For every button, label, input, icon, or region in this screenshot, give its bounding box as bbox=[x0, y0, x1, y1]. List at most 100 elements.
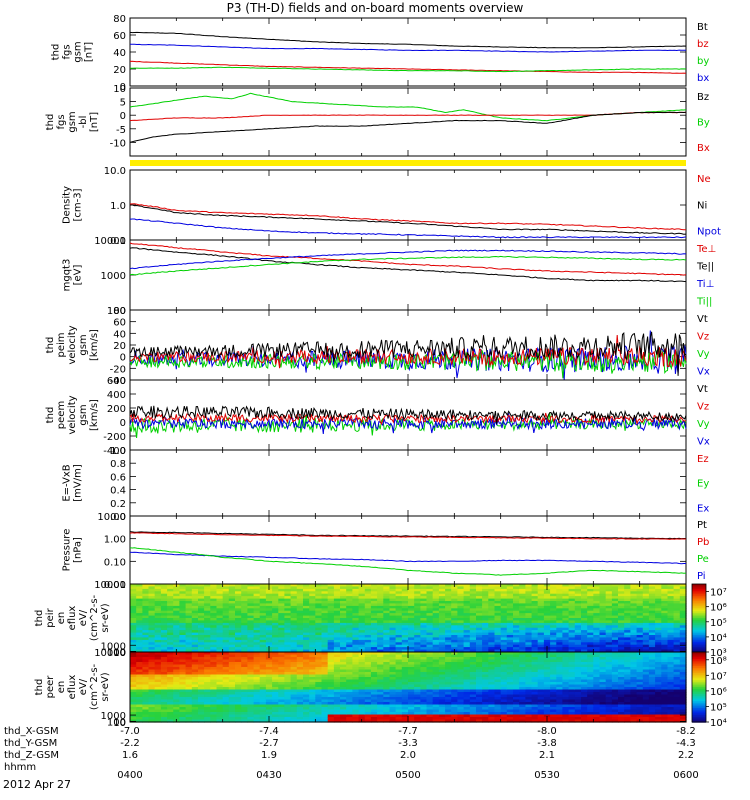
spectrogram-cell bbox=[333, 654, 341, 658]
spectrogram-cell bbox=[222, 591, 230, 595]
spectrogram-cell bbox=[148, 702, 156, 706]
spectrogram-cell bbox=[568, 613, 576, 617]
spectrogram-cell bbox=[265, 662, 273, 666]
spectrogram-cell bbox=[624, 622, 631, 626]
spectrogram-cell bbox=[148, 632, 156, 636]
spectrogram-cell bbox=[358, 664, 366, 668]
spectrogram-cell bbox=[346, 620, 353, 624]
series-line-black bbox=[129, 405, 687, 425]
spectrogram-cell bbox=[315, 603, 323, 607]
spectrogram-cell bbox=[265, 601, 273, 604]
spectrogram-cell bbox=[370, 709, 378, 713]
colorbar-label: 10⁶ bbox=[710, 603, 727, 614]
spectrogram-cell bbox=[395, 608, 403, 612]
spectrogram-cell bbox=[185, 714, 193, 718]
spectrogram-cell bbox=[494, 610, 502, 614]
spectrogram-cell bbox=[179, 649, 187, 653]
spectrogram-cell bbox=[463, 717, 471, 721]
spectrogram-cell bbox=[463, 630, 471, 634]
spectrogram-cell bbox=[531, 652, 539, 656]
spectrogram-cell bbox=[636, 601, 644, 604]
spectrogram-cell bbox=[167, 630, 174, 634]
spectrogram-cell bbox=[525, 618, 533, 621]
spectrogram-cell bbox=[222, 697, 230, 701]
spectrogram-cell bbox=[414, 682, 421, 686]
spectrogram-cell bbox=[204, 672, 211, 676]
series-line-blue bbox=[129, 249, 687, 270]
spectrogram-cell bbox=[346, 605, 353, 609]
spectrogram-cell bbox=[222, 596, 230, 600]
spectrogram-cell bbox=[364, 652, 372, 656]
spectrogram-cell bbox=[204, 669, 211, 673]
spectrogram-cell bbox=[321, 635, 329, 638]
spectrogram-cell bbox=[377, 608, 384, 612]
spectrogram-cell bbox=[216, 647, 224, 651]
spectrogram-cell bbox=[154, 588, 162, 592]
spectrogram-cell bbox=[389, 654, 397, 658]
spectrogram-cell bbox=[581, 642, 588, 646]
spectrogram-cell bbox=[408, 677, 415, 681]
spectrogram-cell bbox=[364, 630, 372, 634]
spectrogram-cell bbox=[408, 598, 415, 602]
spectrogram-cell bbox=[525, 642, 533, 646]
spectrogram-cell bbox=[408, 659, 415, 663]
y-axis-label: Density bbox=[62, 186, 73, 224]
spectrogram-cell bbox=[284, 704, 292, 708]
y-axis-label: [eV] bbox=[73, 265, 84, 286]
spectrogram-cell bbox=[198, 689, 205, 693]
spectrogram-cell bbox=[346, 588, 353, 592]
spectrogram-cell bbox=[167, 709, 174, 713]
spectrogram-cell bbox=[624, 639, 631, 643]
spectrogram-cell bbox=[358, 707, 366, 711]
spectrogram-cell bbox=[568, 625, 576, 629]
spectrogram-cell bbox=[290, 598, 298, 602]
spectrogram-cell bbox=[303, 719, 310, 723]
spectrogram-cell bbox=[556, 679, 564, 683]
spectrogram-cell bbox=[216, 654, 224, 658]
spectrogram-cell bbox=[167, 719, 174, 723]
spectrogram-cell bbox=[457, 642, 465, 646]
spectrogram-cell bbox=[432, 644, 440, 648]
spectrogram-cell bbox=[333, 588, 341, 592]
spectrogram-cell bbox=[160, 714, 168, 718]
spectrogram-cell bbox=[624, 647, 631, 651]
spectrogram-cell bbox=[568, 610, 576, 614]
spectrogram-cell bbox=[506, 632, 514, 636]
spectrogram-cell bbox=[426, 632, 434, 636]
spectrogram-cell bbox=[525, 712, 533, 716]
spectrogram-cell bbox=[488, 699, 496, 703]
spectrogram-cell bbox=[519, 639, 526, 643]
spectrogram-cell bbox=[259, 620, 267, 624]
spectrogram-cell bbox=[482, 586, 489, 590]
spectrogram-cell bbox=[309, 596, 316, 600]
spectrogram-cell bbox=[445, 632, 452, 636]
spectrogram-cell bbox=[655, 630, 662, 634]
spectrogram-cell bbox=[562, 642, 570, 646]
spectrogram-cell bbox=[259, 635, 267, 638]
spectrogram-cell bbox=[432, 717, 440, 721]
spectrogram-cell bbox=[506, 615, 514, 619]
spectrogram-cell bbox=[537, 694, 545, 698]
spectrogram-cell bbox=[494, 598, 502, 602]
spectrogram-cell bbox=[414, 707, 421, 711]
series-line-black bbox=[129, 531, 686, 540]
spectrogram-cell bbox=[173, 679, 180, 683]
spectrogram-cell bbox=[309, 644, 316, 648]
spectrogram-cell bbox=[426, 608, 434, 612]
spectrogram-cell bbox=[154, 608, 162, 612]
spectrogram-cell bbox=[445, 625, 452, 629]
spectrogram-cell bbox=[445, 689, 452, 693]
spectrogram-cell bbox=[179, 707, 187, 711]
spectrogram-cell bbox=[173, 620, 180, 624]
spectrogram-cell bbox=[210, 593, 218, 597]
spectrogram-cell bbox=[395, 712, 403, 716]
spectrogram-cell bbox=[247, 618, 255, 621]
y-axis-label: peir bbox=[45, 607, 56, 627]
spectrogram-cell bbox=[154, 639, 162, 643]
spectrogram-cell bbox=[587, 635, 594, 638]
spectrogram-cell bbox=[463, 591, 471, 595]
spectrogram-cell bbox=[531, 697, 539, 701]
spectrogram-cell bbox=[235, 664, 242, 668]
spectrogram-cell bbox=[531, 618, 539, 621]
spectrogram-cell bbox=[179, 654, 187, 658]
